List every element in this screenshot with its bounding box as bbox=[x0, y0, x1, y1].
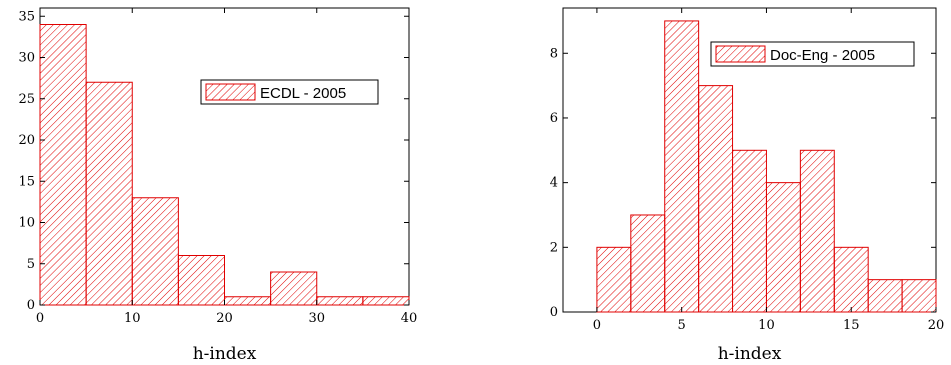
x-axis-title: h-index bbox=[193, 344, 257, 364]
y-tick-label: 8 bbox=[550, 46, 558, 61]
bars bbox=[39, 24, 410, 306]
y-tick-label: 25 bbox=[18, 92, 35, 107]
histogram-bar bbox=[362, 296, 410, 306]
histogram-bar bbox=[664, 20, 700, 313]
histogram-bar bbox=[270, 271, 318, 306]
y-tick-label: 4 bbox=[550, 176, 558, 191]
x-tick-label: 40 bbox=[401, 311, 418, 326]
y-tick-label: 2 bbox=[550, 240, 558, 255]
x-tick-label: 20 bbox=[928, 318, 945, 333]
x-ticks: 0 5 10 15 20 bbox=[593, 8, 945, 333]
legend: Doc-Eng - 2005 bbox=[710, 41, 915, 67]
histogram-bar bbox=[698, 85, 734, 313]
x-axis-title: h-index bbox=[718, 344, 782, 364]
y-tick-label: 0 bbox=[27, 298, 35, 313]
histogram-bar bbox=[596, 246, 632, 313]
histogram-bar bbox=[901, 279, 937, 313]
legend-label: ECDL - 2005 bbox=[260, 85, 346, 102]
histogram-bar bbox=[765, 182, 801, 313]
histogram-bar bbox=[833, 246, 869, 313]
x-tick-label: 20 bbox=[216, 311, 233, 326]
legend-label: Doc-Eng - 2005 bbox=[770, 47, 875, 64]
y-ticks: 0 5 10 15 20 25 30 35 bbox=[18, 9, 409, 313]
y-tick-label: 35 bbox=[18, 9, 35, 24]
y-tick-label: 20 bbox=[18, 133, 35, 148]
chart-ecdl: 0 10 20 30 40 0 5 10 15 20 25 30 35 h-index ECDL - … bbox=[18, 7, 417, 364]
x-tick-label: 10 bbox=[124, 311, 141, 326]
histogram-bar bbox=[39, 24, 87, 306]
y-tick-label: 30 bbox=[18, 51, 35, 66]
y-tick-label: 5 bbox=[27, 257, 35, 272]
x-tick-label: 15 bbox=[843, 318, 860, 333]
y-tick-label: 6 bbox=[550, 111, 558, 126]
x-tick-label: 5 bbox=[678, 318, 686, 333]
bars bbox=[596, 20, 937, 313]
histogram-bar bbox=[799, 149, 835, 313]
histogram-bar bbox=[85, 81, 133, 306]
histogram-bar bbox=[867, 279, 903, 313]
histogram-bar bbox=[177, 255, 225, 306]
x-tick-label: 30 bbox=[308, 311, 325, 326]
legend-swatch bbox=[715, 45, 766, 63]
histogram-bar bbox=[316, 296, 364, 306]
y-tick-label: 15 bbox=[18, 174, 35, 189]
y-tick-label: 0 bbox=[550, 305, 558, 320]
histogram-bar bbox=[224, 296, 272, 306]
chart-doceng: 0 5 10 15 20 0 2 4 6 8 h-index Doc-Eng - 2005 bbox=[550, 7, 945, 364]
x-ticks: 0 10 20 30 40 bbox=[36, 8, 417, 326]
x-tick-label: 0 bbox=[36, 311, 44, 326]
y-tick-label: 10 bbox=[18, 216, 35, 231]
histogram-bar bbox=[732, 149, 767, 313]
y-ticks: 0 2 4 6 8 bbox=[550, 46, 936, 320]
legend-swatch bbox=[205, 83, 256, 101]
x-tick-label: 0 bbox=[593, 318, 601, 333]
legend: ECDL - 2005 bbox=[200, 79, 379, 105]
histogram-bar bbox=[630, 214, 666, 313]
x-tick-label: 10 bbox=[758, 318, 775, 333]
histogram-bar bbox=[131, 197, 179, 306]
